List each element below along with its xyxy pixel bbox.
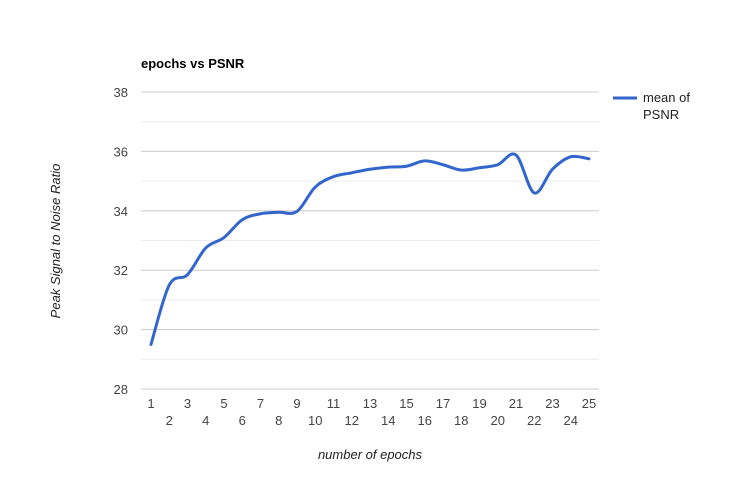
x-tick-label: 5	[220, 396, 227, 411]
x-tick-label: 10	[308, 413, 322, 428]
x-tick-label: 22	[527, 413, 541, 428]
y-tick-label: 32	[114, 263, 128, 278]
x-tick-label: 21	[509, 396, 523, 411]
x-tick-label: 2	[166, 413, 173, 428]
y-axis-label: Peak Signal to Noise Ratio	[48, 164, 63, 319]
x-tick-label: 9	[293, 396, 300, 411]
x-tick-label: 1	[147, 396, 154, 411]
y-tick-label: 34	[114, 204, 128, 219]
series-lines	[149, 152, 591, 346]
legend-label: mean of PSNR	[643, 90, 690, 122]
x-tick-label: 8	[275, 413, 282, 428]
x-tick-label: 3	[184, 396, 191, 411]
x-tick-label: 17	[436, 396, 450, 411]
x-tick-label: 19	[472, 396, 486, 411]
series-line	[149, 152, 591, 346]
y-tick-labels: 28 30 32 34 36 38	[114, 85, 128, 397]
x-tick-label: 15	[399, 396, 413, 411]
x-axis-label: number of epochs	[318, 447, 423, 462]
x-tick-label: 16	[418, 413, 432, 428]
x-tick-label: 6	[239, 413, 246, 428]
x-tick-label: 23	[545, 396, 559, 411]
x-tick-label: 14	[381, 413, 395, 428]
x-tick-label: 20	[491, 413, 505, 428]
x-tick-label: 11	[327, 396, 341, 411]
x-tick-label: 13	[363, 396, 377, 411]
y-tick-label: 28	[114, 382, 128, 397]
x-tick-label: 18	[454, 413, 468, 428]
x-tick-label: 25	[582, 396, 596, 411]
y-tick-label: 30	[114, 323, 128, 338]
gridlines	[141, 91, 599, 390]
x-tick-label: 4	[202, 413, 209, 428]
chart-title: epochs vs PSNR	[141, 56, 245, 71]
x-tick-label: 12	[345, 413, 359, 428]
legend: mean of PSNR	[613, 90, 690, 122]
y-tick-label: 36	[114, 144, 128, 159]
x-tick-label: 7	[257, 396, 264, 411]
y-tick-label: 38	[114, 85, 128, 100]
x-tick-labels: 1234567891011121314151617181920212223242…	[147, 396, 596, 428]
x-tick-label: 24	[564, 413, 578, 428]
